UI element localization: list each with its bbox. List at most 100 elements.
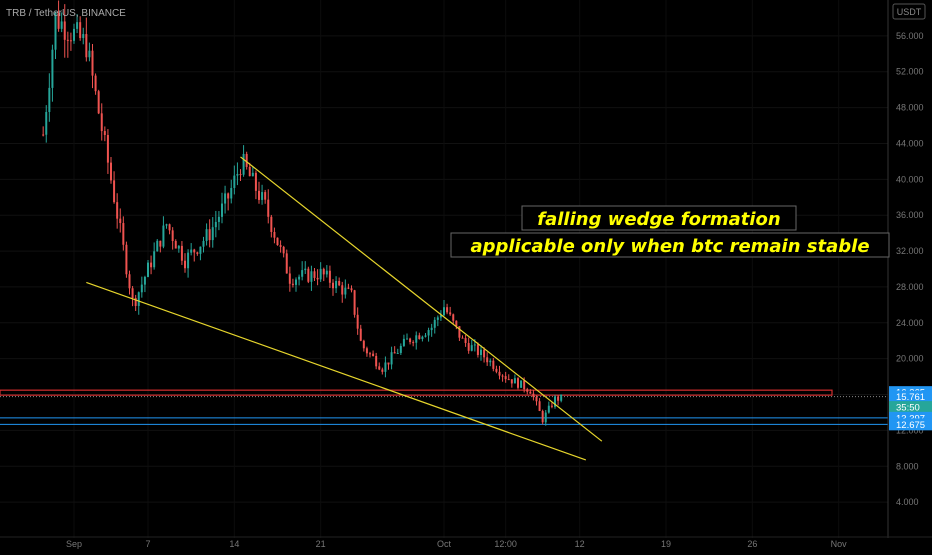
candle-body [384,362,387,372]
candle-body [273,231,276,238]
candle-body [480,349,482,355]
candle-body [427,330,430,336]
candle-body [254,172,257,191]
candle-body [507,379,510,381]
candle-body [362,340,365,349]
x-tick-label: 14 [229,539,239,549]
candle-body [517,378,519,388]
trend-lines[interactable] [86,156,603,461]
lower-wedge-line[interactable] [86,281,587,461]
candle-body [387,362,390,365]
candle-body [45,112,48,135]
candle-body [264,192,267,200]
candle-body [291,283,294,285]
usdt-badge[interactable] [892,3,926,20]
candle-body [350,288,353,291]
candle-body [304,268,307,271]
candle-body [455,320,458,327]
x-tick-label: Sep [66,539,82,549]
upper-wedge-line[interactable] [240,156,603,442]
price-label-text: 35:50 [896,403,920,414]
candle-body [446,307,449,313]
annotation-box-1[interactable] [521,205,797,231]
candle-body [436,317,439,320]
candle-body [125,244,128,275]
resistance-level[interactable] [0,389,833,396]
candle-body [439,315,442,318]
candle-body [322,268,325,275]
annotation-box-2[interactable] [450,232,890,258]
candle-body [535,396,538,402]
candle-body [76,22,79,29]
candle-body [91,50,94,76]
candle-body [73,28,75,41]
candle-body [328,270,331,283]
candle-body [560,394,563,401]
candle-body [270,216,273,232]
x-tick-label: 19 [661,539,671,549]
candle-body [433,319,436,328]
time-axis[interactable]: Sep 7 14 21 Oct 12:00 12 19 26 Nov [0,536,932,549]
y-tick-label: 36.000 [896,210,924,220]
candle-body [298,276,301,280]
candle-body [332,282,334,289]
candle-body [159,240,162,247]
candle-body [319,268,322,280]
candle-body [128,274,131,289]
candle-body [381,369,384,372]
candle-body [541,410,544,423]
candle-body [196,252,199,254]
candle-body [119,218,122,224]
candle-body [316,277,319,280]
candle-body [187,252,190,269]
candle-body [85,34,88,58]
x-tick-label: 12:00 [494,539,517,549]
price-label-box [889,401,932,414]
candle-body [150,262,153,268]
price-label-text: 15.761 [896,392,925,403]
candle-body [48,87,51,113]
candle-body [415,335,418,343]
candle-body [369,353,371,355]
x-tick-label: Oct [437,539,452,549]
candle-body [208,229,211,241]
horizontal-levels[interactable] [0,389,888,425]
candle-body [335,280,338,289]
y-tick-label: 32.000 [896,246,924,256]
candle-body [396,352,399,354]
candle-body [430,327,433,331]
candle-body [544,412,547,423]
candle-body [461,337,464,339]
y-tick-label: 8.000 [896,461,919,471]
y-tick-label: 24.000 [896,318,924,328]
candle-body [424,335,427,337]
candle-body [202,240,205,247]
candle-body [168,224,171,231]
candle-body [147,262,149,277]
candle-body [341,285,344,295]
candle-body [492,360,495,369]
candle-body [180,245,183,261]
candle-body [116,202,119,219]
candle-body [353,290,356,315]
candle-body [57,13,60,29]
candle-body [267,199,270,217]
candle-body [177,245,180,249]
candle-body [279,245,282,247]
candle-body [288,273,291,284]
x-tick-label: Nov [831,539,848,549]
candle-body [359,328,362,341]
candle-body [313,271,316,278]
y-tick-label: 44.000 [896,138,924,148]
candle-body [100,113,103,132]
candle-body [137,292,140,306]
y-tick-label: 20.000 [896,354,924,364]
candle-body [378,366,381,370]
x-tick-label: 21 [316,539,326,549]
candle-body [190,249,193,253]
y-tick-label: 4.000 [896,497,919,507]
